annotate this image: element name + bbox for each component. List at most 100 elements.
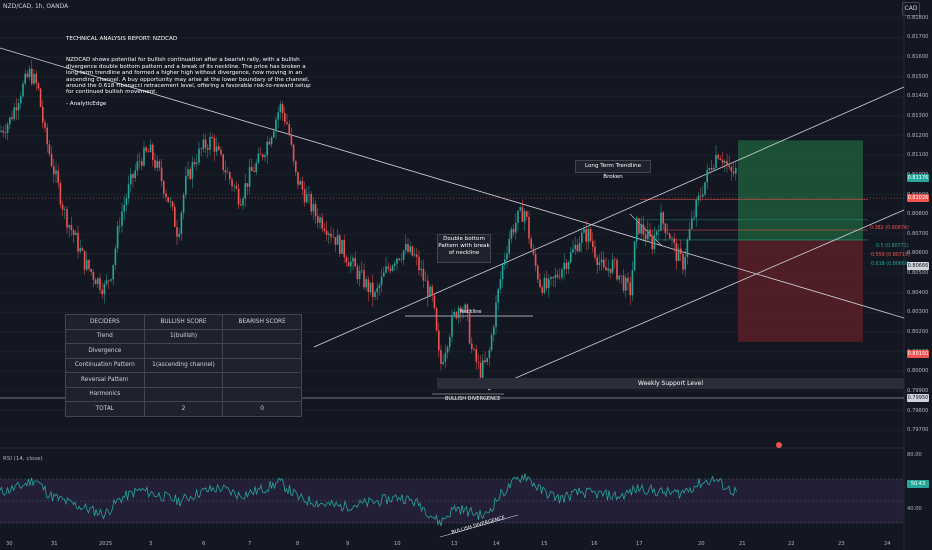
candle-body <box>528 216 530 239</box>
price-tick-label: 0.80800 <box>907 211 929 218</box>
candle-body <box>394 263 396 266</box>
candle-body <box>728 165 730 167</box>
candle-body <box>444 352 447 362</box>
candle-body <box>339 235 341 254</box>
report-title: TECHNICAL ANALYSIS REPORT: NZDCAD <box>66 36 178 42</box>
table-cell: 2 <box>143 401 224 417</box>
candle-body <box>70 225 73 231</box>
candle-body <box>521 207 524 222</box>
candle-body <box>422 268 425 281</box>
candle-body <box>251 167 253 171</box>
candle-body <box>389 268 392 271</box>
candle-body <box>515 222 517 233</box>
candle-body <box>323 228 326 231</box>
candle-body <box>438 330 440 351</box>
candle-body <box>277 112 279 120</box>
long-term-trendline <box>0 47 905 319</box>
candle-body <box>202 139 205 150</box>
candle-body <box>724 161 726 163</box>
candle-body <box>328 233 330 235</box>
symbol-label[interactable]: NZD/CAD, 1h, OANDA <box>3 3 69 10</box>
candle-body <box>59 183 62 205</box>
candle-body <box>165 193 167 197</box>
date-tick-label: 14 <box>493 541 500 547</box>
candle-body <box>268 141 271 145</box>
candle-body <box>350 261 352 267</box>
date-tick-label: 13 <box>451 541 458 547</box>
currency-button[interactable]: CAD <box>902 2 920 16</box>
table-cell <box>143 372 224 388</box>
candle-body <box>622 275 625 291</box>
candle-body <box>495 302 497 328</box>
candle-body <box>704 182 706 195</box>
candle-body <box>284 113 286 123</box>
candle-body <box>275 119 277 132</box>
candle-body <box>431 286 433 296</box>
candle-body <box>121 211 123 227</box>
candle-body <box>103 283 106 295</box>
candle-body <box>662 212 664 224</box>
candle-body <box>97 278 99 285</box>
trendline-broken-note[interactable]: Long Term Trendline Broken <box>575 160 651 180</box>
price-tick-label: 0.81100 <box>907 152 929 159</box>
fib-5-label: 0.5 (0.80771) <box>876 244 909 249</box>
candle-body <box>66 209 68 228</box>
candle-body <box>380 276 383 286</box>
candle-body <box>255 162 257 172</box>
candle-body <box>68 225 70 228</box>
candle-body <box>605 267 607 271</box>
table-cell <box>222 357 302 373</box>
candle-body <box>468 313 471 344</box>
price-tick-label: 0.80500 <box>907 270 929 277</box>
candle-body <box>572 248 574 253</box>
candle-body <box>127 184 130 199</box>
trendline-note-pointer <box>629 213 663 247</box>
candle-body <box>226 172 229 173</box>
candle-body <box>706 169 708 183</box>
price-tick-label: 0.81700 <box>907 34 929 41</box>
rsi-current-tag: 50.43 <box>907 480 929 488</box>
candle-body <box>512 228 515 233</box>
candle-body <box>490 334 493 351</box>
candle-body <box>211 136 213 139</box>
deciders-table: DECIDERS BULLISH SCORE BEARISH SCORE Tre… <box>65 314 302 417</box>
rsi-indicator-label[interactable]: RSI (14, close) <box>3 456 43 462</box>
candle-body <box>180 212 183 234</box>
entry-price-tag: 0.80666 <box>907 262 929 270</box>
candle-body <box>46 127 48 145</box>
candle-body <box>719 158 722 160</box>
weekly-support-zone[interactable]: Weekly Support Level <box>437 378 904 389</box>
candle-body <box>130 174 132 185</box>
candle-body <box>171 201 174 207</box>
table-cell <box>222 343 302 359</box>
date-tick-label: 24 <box>884 541 891 547</box>
candle-body <box>587 229 590 242</box>
candle-body <box>229 172 231 180</box>
event-marker-icon <box>776 442 782 448</box>
table-cell: 0 <box>222 401 302 417</box>
candle-body <box>358 270 361 280</box>
candle-body <box>620 275 623 277</box>
candle-body <box>224 170 227 173</box>
candle-body <box>231 179 233 187</box>
candle-body <box>264 155 266 158</box>
candle-body <box>336 235 339 245</box>
double-bottom-note[interactable]: Double bottom Pattern with break of neck… <box>437 234 491 263</box>
candle-body <box>297 171 299 185</box>
table-header: BULLISH SCORE <box>143 314 224 330</box>
table-row: Trend 1(bullish) <box>65 328 302 344</box>
candle-body <box>484 360 486 363</box>
candle-body <box>17 102 20 111</box>
candle-body <box>675 242 678 261</box>
candle-body <box>455 312 458 319</box>
candle-body <box>391 265 394 271</box>
candle-body <box>669 233 671 239</box>
candle-body <box>53 166 55 175</box>
candle-body <box>649 230 651 237</box>
candle-body <box>48 144 51 154</box>
candle-body <box>486 357 488 363</box>
candle-body <box>653 235 656 250</box>
candle-body <box>372 282 374 297</box>
candle-body <box>387 266 389 269</box>
